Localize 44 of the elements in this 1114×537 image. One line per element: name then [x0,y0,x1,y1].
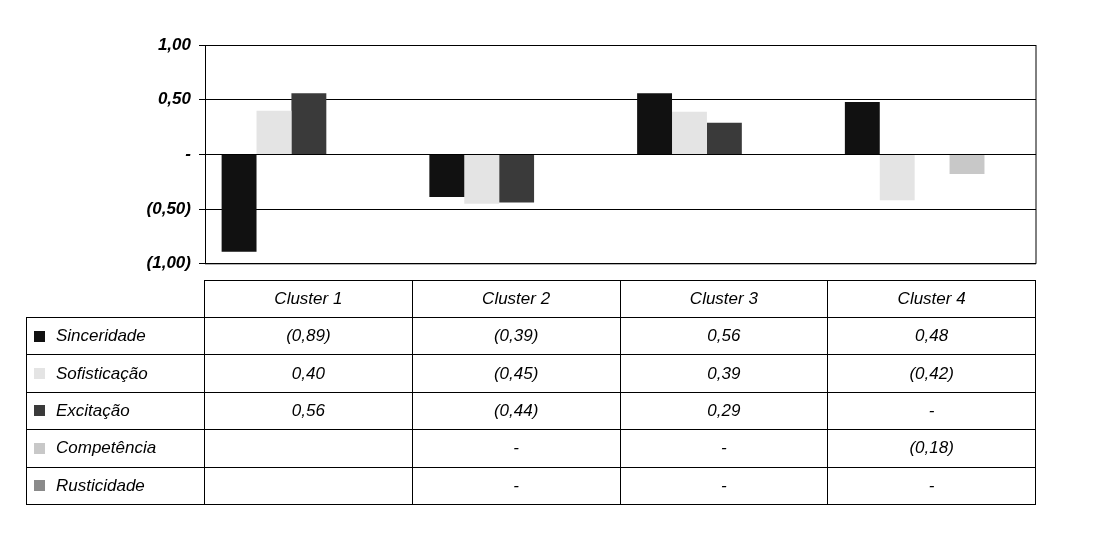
bar [499,154,535,203]
bar [464,154,500,204]
x-tick-label: Cluster 4 [827,280,1036,318]
x-tick-label: Cluster 2 [411,280,621,318]
y-tick-label: 1,00 [157,34,192,54]
bar [256,110,292,154]
y-tick-label: (1,00) [146,253,192,273]
data-label: 0,29 [619,391,829,431]
data-label: (0,44) [411,391,621,431]
data-label: 0,56 [619,317,829,356]
bar [949,154,985,175]
bar [706,122,742,154]
data-label: - [411,466,621,505]
data-label: - [619,466,829,505]
data-label: 0,39 [619,354,829,393]
x-tick-label: Cluster 3 [619,280,829,318]
bar [291,93,327,154]
bar [637,93,673,154]
bar [221,154,257,252]
legend-label: Competência [56,438,157,459]
bar [844,101,880,154]
legend-label: Sinceridade [56,326,146,347]
bar [672,111,707,154]
data-label: (0,89) [204,317,413,356]
legend-label: Excitação [56,400,130,421]
x-tick-label: Cluster 1 [204,280,413,318]
bar [879,154,915,201]
data-label: (0,18) [827,429,1036,468]
y-tick-label: 0,50 [157,89,192,109]
y-tick-label: (0,50) [146,198,192,218]
data-label: 0,56 [204,391,413,431]
data-label: (0,39) [411,317,621,356]
data-label: - [619,429,829,468]
data-label: (0,42) [827,354,1036,393]
bar [429,154,465,198]
data-label: 0,40 [204,354,413,393]
y-tick-label: - [185,144,192,164]
legend-label: Rusticidade [56,475,145,496]
data-label: - [827,391,1036,431]
data-label: - [411,429,621,468]
legend-label: Sofisticação [56,363,148,384]
data-label: (0,45) [411,354,621,393]
data-label: - [827,466,1036,505]
data-label: 0,48 [827,317,1036,356]
